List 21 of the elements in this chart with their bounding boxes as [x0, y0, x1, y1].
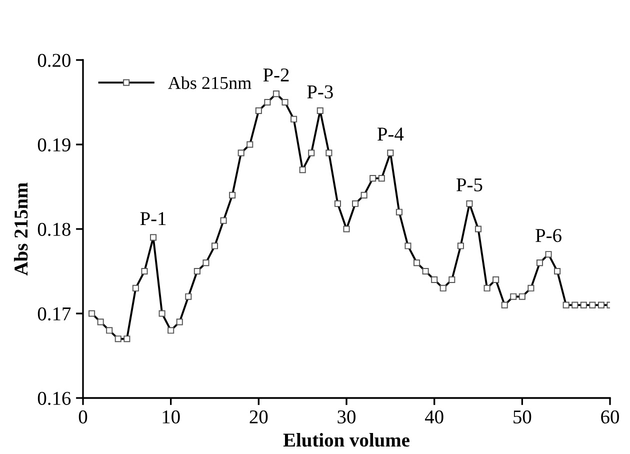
x-tick-label: 0: [78, 410, 88, 424]
y-tick-label: 0.19: [38, 138, 70, 152]
y-tick-label: 0.20: [38, 54, 70, 68]
y-tick-label: 0.18: [38, 222, 70, 236]
annotation: P-1: [140, 212, 166, 225]
x-tick-label: 50: [514, 410, 532, 424]
legend-label: Abs 215nm: [168, 76, 252, 90]
x-tick-label: 10: [162, 410, 180, 424]
x-axis-title: Elution volume: [283, 432, 410, 447]
annotation: P-6: [536, 229, 562, 242]
annotation: P-4: [377, 128, 404, 140]
y-tick-label: 0.16: [38, 392, 71, 406]
x-tick-label: 40: [424, 410, 444, 424]
y-axis-title: Abs 215nm: [14, 182, 28, 276]
annotation: P-2: [263, 68, 289, 82]
x-tick-label: 20: [250, 410, 268, 424]
x-tick-label: 30: [338, 410, 356, 424]
y-tick-label: 0.17: [38, 307, 71, 321]
annotation: P-5: [456, 178, 482, 192]
annotation: P-3: [307, 85, 333, 98]
x-tick-label: 60: [601, 410, 619, 424]
